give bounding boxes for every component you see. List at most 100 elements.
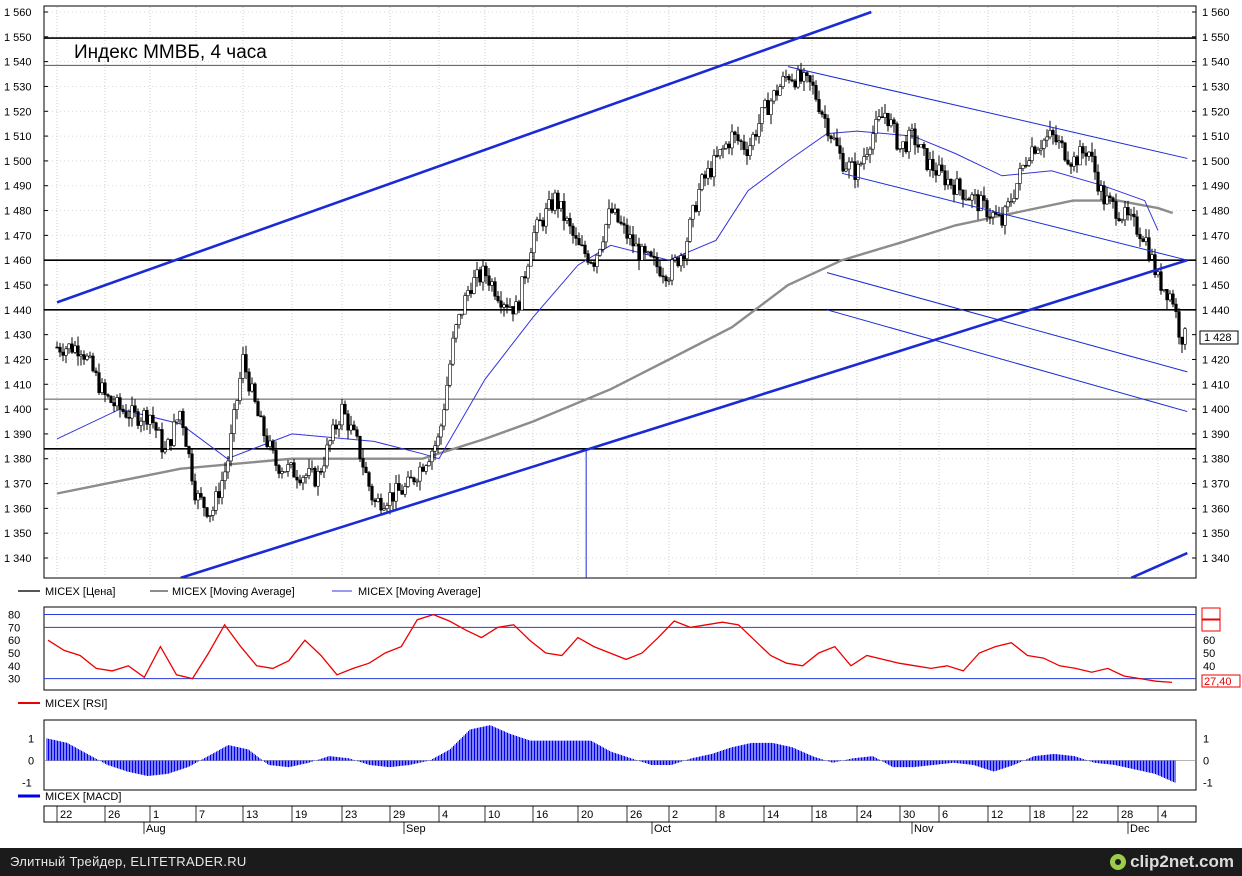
candle-body: [424, 465, 428, 472]
candle-body: [937, 164, 941, 176]
candle-body: [709, 168, 713, 178]
candle-body: [964, 198, 968, 201]
candle-body: [394, 483, 398, 502]
candle-body: [175, 419, 179, 423]
candle-body: [799, 69, 803, 82]
candle-body: [1018, 168, 1022, 184]
brand-logo[interactable]: clip2net.com: [1110, 852, 1234, 872]
candle-body: [745, 149, 749, 156]
x-day-label: 26: [630, 809, 642, 821]
candle-body: [1162, 289, 1166, 291]
x-day-label: 30: [903, 809, 915, 821]
candle-body: [508, 306, 512, 308]
rsi-tick-label-left: 80: [8, 610, 20, 622]
price-tick-label-left: 1 400: [4, 404, 32, 416]
candle-body: [1123, 207, 1127, 221]
legend-price-label: MICEX [Цена]: [45, 586, 115, 598]
candle-body: [184, 427, 188, 447]
rsi-tick-label-left: 50: [8, 648, 20, 660]
price-tick-label-left: 1 360: [4, 503, 32, 515]
candle-body: [946, 178, 950, 186]
rsi-panel-frame: [43, 606, 1197, 691]
x-day-label: 2: [672, 809, 678, 821]
candle-body: [556, 192, 560, 209]
candle-body: [190, 453, 194, 482]
clip2net-logo-icon: [1110, 854, 1127, 870]
candle-body: [475, 269, 479, 278]
candle-body: [472, 277, 476, 294]
candle-body: [784, 75, 788, 78]
candle-body: [1015, 183, 1019, 199]
candle-body: [1066, 159, 1070, 165]
legend-rsi-label: MICEX [RSI]: [45, 698, 107, 710]
trend-line[interactable]: [787, 66, 1188, 159]
candle-body: [577, 238, 581, 246]
candle-body: [403, 486, 407, 495]
candle-body: [1057, 140, 1061, 143]
candle-body: [256, 401, 260, 417]
x-axis-frame: [43, 805, 1197, 823]
candle-body: [391, 492, 395, 502]
candle-body: [979, 195, 983, 212]
candle-body: [562, 201, 566, 221]
candle-body: [667, 279, 671, 282]
candle-body: [91, 355, 95, 372]
price-tick-label-left: 1 530: [4, 81, 32, 93]
candle-body: [481, 265, 485, 283]
candle-body: [802, 72, 806, 82]
candle-body: [583, 244, 587, 255]
candle-body: [1147, 237, 1151, 260]
candle-body: [232, 409, 236, 434]
rsi-tick-label-left: 70: [8, 622, 20, 634]
candle-body: [571, 225, 575, 236]
trend-line[interactable]: [180, 258, 1188, 578]
x-day-label: 7: [199, 809, 205, 821]
candle-body: [166, 439, 170, 451]
trend-line[interactable]: [826, 309, 1188, 413]
candle-body: [160, 429, 164, 453]
price-tick-label-left: 1 500: [4, 156, 32, 168]
price-tick-label-left: 1 460: [4, 255, 32, 267]
price-tick-label-right: 1 540: [1202, 57, 1230, 69]
candle-body: [325, 444, 329, 467]
candle-body: [88, 355, 92, 358]
candle-body: [844, 168, 848, 172]
price-tick-label-right: 1 420: [1202, 354, 1230, 366]
candle-body: [490, 281, 494, 286]
trend-line[interactable]: [1130, 551, 1188, 578]
candle-body: [796, 69, 800, 88]
candle-body: [379, 498, 383, 511]
candle-body: [364, 466, 368, 473]
candle-body: [922, 144, 926, 149]
price-tick-label-right: 1 500: [1202, 156, 1230, 168]
candle-body: [223, 471, 227, 481]
rsi-levels: [44, 614, 1196, 680]
price-tick-label-left: 1 540: [4, 57, 32, 69]
candle-body: [1069, 163, 1073, 167]
chart-svg: 1 560 1 560 1 550 1 550 1 540 1 540 1 530 1 530…: [4, 5, 1241, 835]
candle-body: [310, 467, 314, 470]
price-y-axis: 1 560 1 560 1 550 1 550 1 540 1 540 1 530 1 530…: [4, 7, 1230, 565]
candle-body: [1000, 214, 1004, 226]
candle-body: [487, 275, 491, 286]
trend-line[interactable]: [841, 172, 1188, 261]
rsi-tick-label-left: 60: [8, 635, 20, 647]
candle-body: [1072, 156, 1076, 167]
candle-body: [673, 257, 677, 261]
candle-body: [97, 372, 101, 393]
moving-average-long: [56, 199, 1174, 495]
candle-body: [967, 198, 971, 201]
rsi-tick-label-left: 40: [8, 661, 20, 673]
candle-body: [874, 119, 878, 134]
x-month-label: Sep: [406, 823, 426, 835]
candle-body: [724, 143, 728, 149]
candle-body: [541, 220, 545, 227]
candle-body: [196, 493, 200, 501]
trend-line[interactable]: [826, 272, 1188, 373]
candle-body: [187, 446, 191, 455]
trend-line[interactable]: [56, 10, 872, 304]
candle-body: [694, 205, 698, 212]
candle-body: [976, 194, 980, 212]
candle-body: [316, 471, 320, 487]
candle-body: [952, 184, 956, 195]
